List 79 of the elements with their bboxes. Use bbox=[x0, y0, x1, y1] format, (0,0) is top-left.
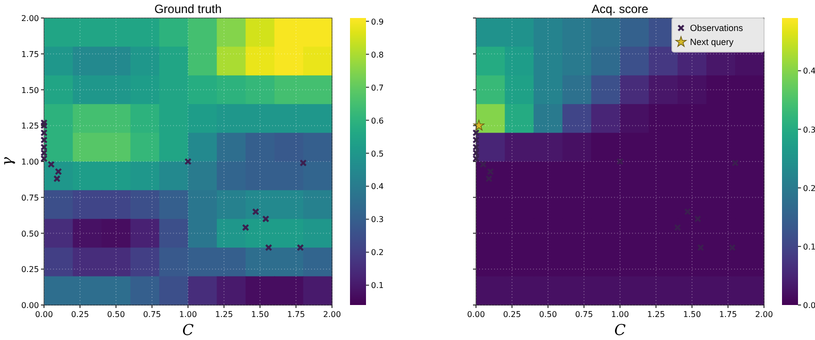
color-bar-label: 0.8 bbox=[371, 50, 384, 60]
y-tick-label: 1.25 bbox=[21, 122, 39, 131]
point bbox=[472, 149, 480, 156]
color-bar-label: 0.3 bbox=[371, 215, 384, 224]
x-tick-label: 0.25 bbox=[71, 310, 89, 319]
point bbox=[40, 149, 48, 156]
chart-title: Acq. score bbox=[592, 2, 649, 16]
point bbox=[472, 144, 480, 151]
x-axis-title: C bbox=[182, 321, 194, 339]
x-tick-label: 1.50 bbox=[683, 310, 701, 319]
color-bar-label: 0.1 bbox=[803, 242, 815, 252]
x-tick-label: 1.00 bbox=[611, 310, 629, 319]
point bbox=[262, 215, 270, 222]
color-bar-label: 0.1 bbox=[371, 281, 384, 290]
legend-label: Next query bbox=[690, 37, 734, 47]
color-bar-label: 0.9 bbox=[371, 17, 384, 26]
point bbox=[265, 244, 272, 252]
point bbox=[54, 168, 62, 176]
point bbox=[732, 159, 739, 167]
point bbox=[300, 159, 307, 167]
y-tick-label: 1.50 bbox=[21, 86, 39, 95]
color-bar-label: 0.2 bbox=[803, 184, 815, 193]
point bbox=[684, 208, 692, 216]
y-tick-label: 1.75 bbox=[21, 50, 39, 59]
x-tick-label: 0.00 bbox=[467, 310, 485, 319]
point bbox=[40, 119, 48, 126]
point bbox=[616, 158, 624, 166]
color-bar-label: 0.2 bbox=[371, 248, 384, 258]
point bbox=[184, 158, 192, 166]
point bbox=[40, 122, 48, 130]
color-bar-label: 0.4 bbox=[803, 66, 815, 76]
point bbox=[480, 160, 487, 168]
y-axis-title: γ bbox=[0, 156, 16, 166]
point bbox=[296, 244, 304, 252]
legend-label: Observations bbox=[690, 23, 744, 33]
y-tick-label: 2.00 bbox=[21, 14, 39, 23]
x-axis-title: C bbox=[614, 321, 626, 339]
point bbox=[252, 208, 260, 216]
y-tick-label: 0.50 bbox=[21, 229, 39, 238]
point bbox=[40, 155, 48, 162]
y-tick-label: 0.00 bbox=[21, 301, 39, 310]
color-bar-label: 0.5 bbox=[371, 149, 384, 158]
point bbox=[472, 129, 480, 136]
x-tick-label: 0.00 bbox=[35, 310, 53, 319]
point bbox=[697, 244, 704, 252]
color-bar-label: 0.7 bbox=[371, 83, 384, 92]
x-tick-label: 0.50 bbox=[107, 310, 125, 319]
x-tick-label: 1.25 bbox=[647, 310, 665, 319]
color-bar-label: 0.4 bbox=[371, 182, 384, 192]
x-tick-label: 0.50 bbox=[539, 310, 557, 319]
point bbox=[472, 136, 480, 144]
point bbox=[40, 129, 48, 136]
y-tick-label: 1.00 bbox=[21, 158, 39, 166]
x-tick-label: 1.75 bbox=[287, 310, 305, 319]
x-tick-label: 0.75 bbox=[143, 310, 161, 319]
x-tick-label: 1.75 bbox=[719, 310, 737, 319]
point bbox=[472, 155, 480, 162]
point bbox=[40, 136, 48, 144]
color-bar-label: 0.6 bbox=[371, 116, 384, 126]
x-tick-label: 2.00 bbox=[755, 310, 773, 319]
y-tick-label: 0.75 bbox=[21, 193, 39, 202]
x-tick-label: 1.25 bbox=[215, 310, 233, 319]
x-tick-label: 0.25 bbox=[503, 310, 521, 319]
point bbox=[674, 224, 682, 232]
x-tick-label: 1.50 bbox=[251, 310, 269, 319]
color-bar-label: 0.0 bbox=[803, 301, 815, 310]
point bbox=[728, 244, 736, 252]
point bbox=[694, 215, 702, 222]
chart-title: Ground truth bbox=[154, 2, 222, 16]
point bbox=[40, 144, 48, 151]
point bbox=[242, 224, 250, 232]
x-tick-label: 1.00 bbox=[179, 310, 197, 319]
y-tick-label: 0.25 bbox=[21, 265, 39, 274]
color-bar-label: 0.3 bbox=[803, 125, 815, 134]
x-tick-label: 0.75 bbox=[575, 310, 593, 319]
point bbox=[486, 168, 494, 176]
point bbox=[48, 160, 55, 168]
x-tick-label: 2.00 bbox=[323, 310, 341, 319]
point bbox=[473, 120, 484, 130]
